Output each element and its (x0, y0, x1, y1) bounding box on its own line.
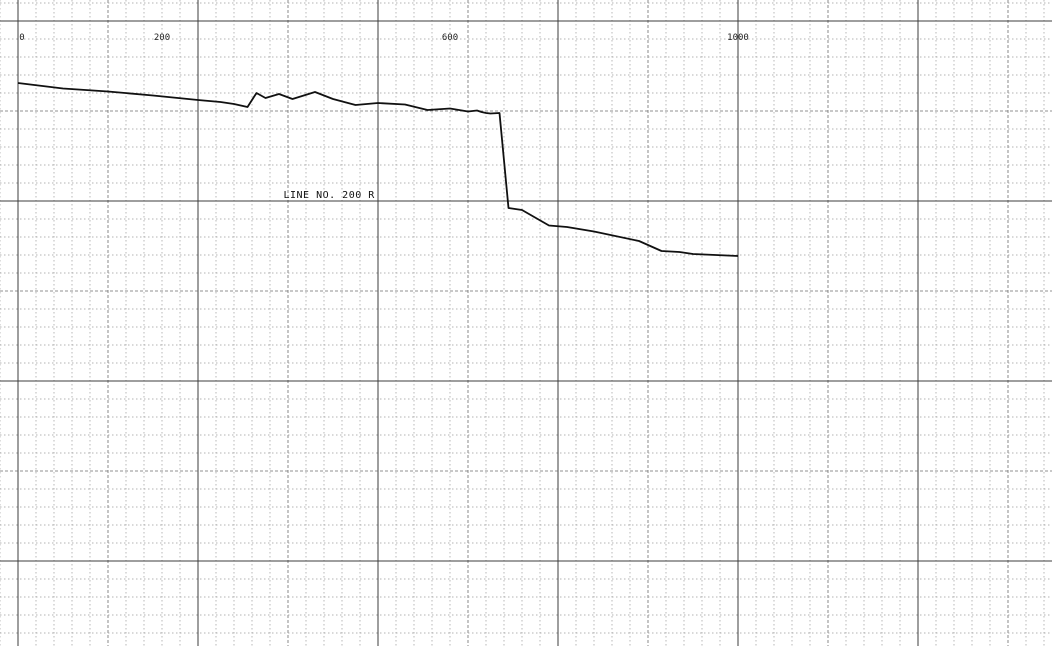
x-tick-label: 200 (154, 33, 170, 43)
line-annotation: LINE NO. 200 R (284, 190, 376, 201)
x-tick-label: 600 (442, 33, 458, 43)
x-tick-label: 0 (19, 33, 24, 43)
x-axis-ticks: 0 200 600 1000 (19, 33, 749, 43)
x-tick-label: 1000 (727, 33, 749, 43)
series-group (17, 82, 739, 257)
